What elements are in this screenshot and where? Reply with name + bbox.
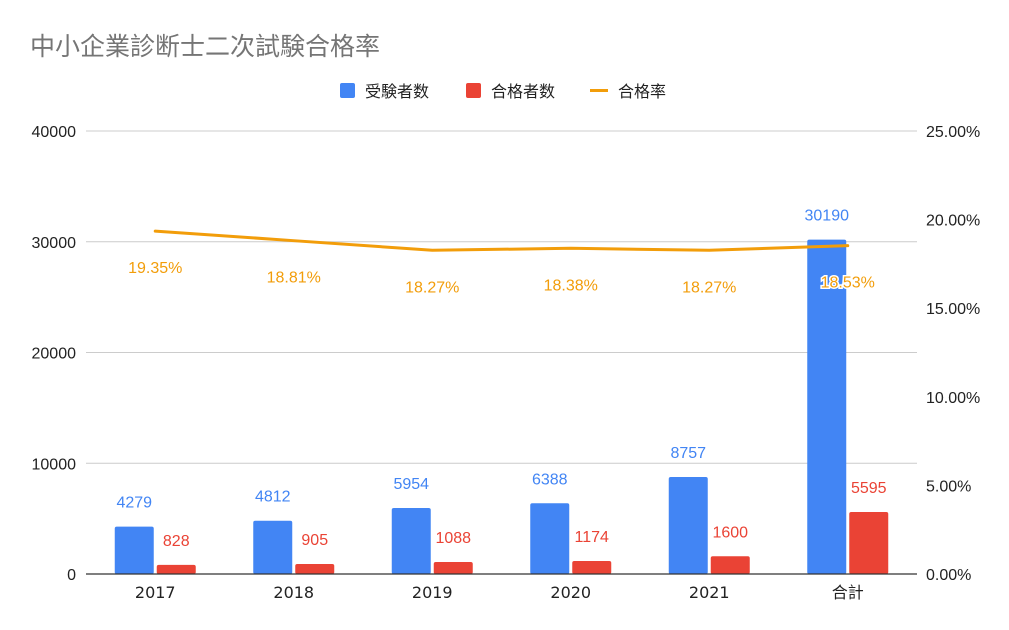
x-axis-ticks: 2017 2018 2019 2020 2021 合計 [135,583,864,602]
data-label-pass-rate: 18.53% [821,275,875,292]
bar-applicants [530,503,570,574]
bar-passers [710,556,750,574]
gridlines [86,130,917,464]
right-tick-label: 15.00% [926,301,980,318]
bar-passers [572,560,612,574]
data-label-pass-rate: 18.38% [544,277,598,294]
data-label-applicants: 4279 [116,495,152,512]
legend: 受験者数 合格者数 合格率 [340,82,666,101]
left-tick-label: 40000 [32,124,77,141]
x-tick-label: 合計 [832,583,864,602]
data-label-pass-rate: 18.27% [682,279,736,296]
data-label-passers: 1174 [575,529,610,546]
data-label-applicants: 30190 [805,208,850,225]
right-tick-label: 0.00% [926,567,971,584]
pass-rate-line [153,229,850,252]
data-label-passers: 5595 [851,480,887,497]
x-tick-label: 2018 [273,583,314,602]
data-label-pass-rate: 18.81% [267,270,321,287]
right-tick-label: 20.00% [926,213,980,230]
left-tick-label: 10000 [32,456,77,473]
x-tick-label: 2021 [689,583,730,602]
data-label-passers: 905 [301,532,328,549]
legend-label-applicants: 受験者数 [365,82,429,101]
data-label-applicants: 5954 [393,476,429,493]
bar-applicants [253,520,293,574]
data-labels: 4279 828 4812 905 5954 1088 6388 1174 8757 1600 30… [116,208,886,550]
bars [114,239,889,574]
legend-swatch-passers [466,83,481,98]
right-tick-label: 5.00% [926,478,971,495]
x-tick-label: 2017 [135,583,176,602]
x-tick-label: 2020 [550,583,591,602]
data-label-passers: 1600 [712,524,748,541]
data-label-pass-rate: 19.35% [128,260,182,277]
legend-item-pass-rate: 合格率 [590,82,666,101]
x-tick-label: 2019 [412,583,453,602]
legend-item-passers: 合格者数 [466,82,555,101]
bar-passers [295,563,335,574]
data-label-passers: 1088 [435,530,471,547]
right-tick-label: 10.00% [926,390,980,407]
legend-label-passers: 合格者数 [491,82,555,101]
right-tick-label: 25.00% [926,124,980,141]
legend-swatch-applicants [340,83,355,98]
right-axis-ticks: 0.00% 5.00% 10.00% 15.00% 20.00% 25.00% [926,124,980,584]
bar-passers [433,561,473,574]
pass-rate-line-layer [153,229,850,252]
left-tick-label: 20000 [32,346,77,363]
bar-applicants [807,239,847,574]
data-label-applicants: 8757 [670,445,706,462]
legend-swatch-pass-rate [590,89,608,92]
bar-passers [849,512,889,574]
data-label-pass-rate: 18.27% [405,279,459,296]
legend-label-pass-rate: 合格率 [618,82,666,101]
left-tick-label: 30000 [32,235,77,252]
chart-title: 中小企業診断士二次試験合格率 [30,32,380,61]
left-axis-ticks: 0 10000 20000 30000 40000 [32,124,77,584]
bar-applicants [114,526,154,574]
left-tick-label: 0 [67,567,76,584]
bar-applicants [391,508,431,574]
data-label-applicants: 4812 [255,489,291,506]
bar-applicants [668,477,708,574]
data-label-applicants: 6388 [532,471,568,488]
bar-passers [156,564,196,574]
legend-item-applicants: 受験者数 [340,82,429,101]
data-label-passers: 828 [163,533,190,550]
